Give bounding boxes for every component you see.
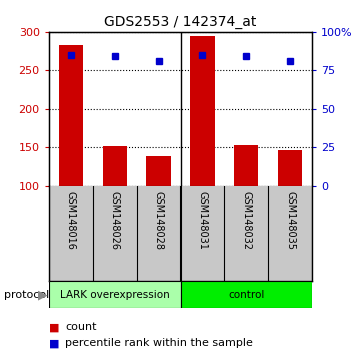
Bar <box>278 150 303 186</box>
Text: GSM148035: GSM148035 <box>285 190 295 250</box>
Text: ■: ■ <box>49 338 59 348</box>
Bar <box>49 281 180 308</box>
Text: control: control <box>228 290 265 300</box>
Text: ■: ■ <box>49 322 59 332</box>
Bar <box>147 156 171 186</box>
Text: protocol: protocol <box>4 290 49 300</box>
Text: GSM148032: GSM148032 <box>242 190 251 250</box>
Text: GSM148031: GSM148031 <box>197 190 208 250</box>
Bar <box>103 146 127 186</box>
Bar <box>58 45 83 186</box>
Bar <box>234 145 258 186</box>
Text: GSM148028: GSM148028 <box>153 190 164 250</box>
Text: percentile rank within the sample: percentile rank within the sample <box>65 338 253 348</box>
Bar <box>180 281 312 308</box>
Text: LARK overexpression: LARK overexpression <box>60 290 170 300</box>
Text: GSM148026: GSM148026 <box>110 190 119 250</box>
Bar <box>190 36 214 186</box>
Title: GDS2553 / 142374_at: GDS2553 / 142374_at <box>104 16 257 29</box>
Text: ▶: ▶ <box>38 288 48 301</box>
Text: count: count <box>65 322 96 332</box>
Text: GSM148016: GSM148016 <box>66 190 76 250</box>
